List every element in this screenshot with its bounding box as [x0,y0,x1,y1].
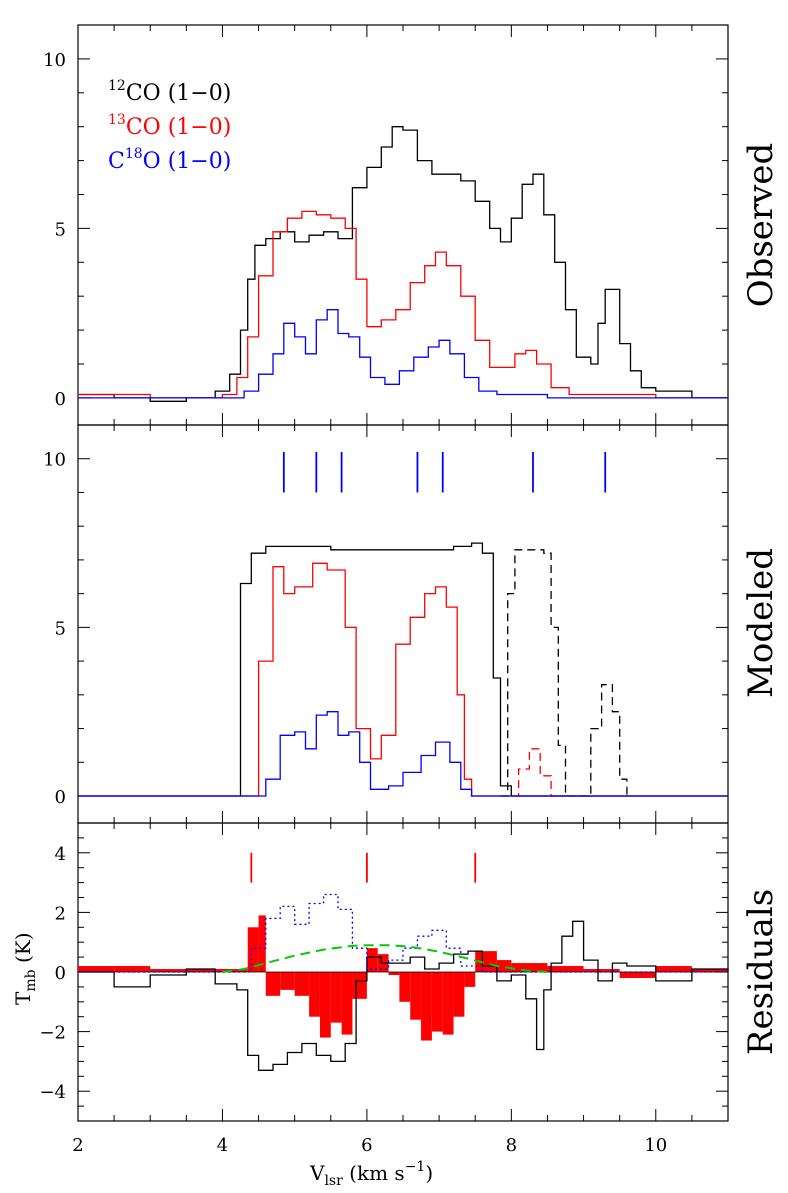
x-tick-label: 10 [644,1135,667,1156]
panels-layer: 0 5 10 0 5 10 −4 −2 0 2 4 2 4 6 8 10 [39,24,729,1156]
series-observed-0 [78,126,728,402]
residual-bar [410,972,422,1020]
residual-bar [399,972,411,1002]
series-observed-1 [78,210,728,399]
residual-bar [655,966,692,972]
residual-bar [186,969,223,972]
series-residuals-1 [78,893,728,973]
residual-bar [309,972,320,1017]
residual-bar [258,915,266,972]
residual-bar [583,969,620,972]
y-tick-label: 10 [43,50,66,71]
residual-bar [431,972,443,1032]
series-modeled-1 [500,549,628,797]
residual-bar [511,963,548,972]
series-modeled-3 [500,748,566,797]
legend-13co: 13CO (1−0) [108,112,231,140]
side-label-observed: Observed [741,143,781,308]
residual-bar [265,972,281,996]
residual-bar [496,960,512,972]
panel-frame-modeled [77,424,729,824]
x-tick-label: 8 [506,1135,517,1156]
residual-bar [464,972,476,987]
panel-modeled: 0 5 10 [43,424,729,824]
x-tick-label: 2 [72,1135,83,1156]
y-axis-label: Tmb (K) [11,933,39,1006]
series-modeled-0 [78,542,728,797]
side-label-modeled: Modeled [741,548,781,698]
residual-bar [247,927,259,972]
x-tick-label: 4 [217,1135,228,1156]
residual-bar [619,972,656,978]
side-label-residuals: Residuals [741,889,781,1055]
series-residuals-0 [78,920,729,1071]
legend-c18o: C18O (1−0) [108,146,231,174]
y-tick-label: 0 [55,963,66,984]
x-tick-label: 6 [361,1135,372,1156]
series-modeled-4 [78,711,728,797]
series-residuals-2 [222,944,548,973]
residual-bar [453,972,465,1017]
residual-bar [366,948,378,972]
x-axis-label: Vlsr (km s−1) [309,1159,433,1189]
legend-12co: 12CO (1−0) [108,78,231,106]
residual-bar [352,972,367,999]
y-tick-label: 0 [55,787,66,808]
series-observed-2 [78,309,728,399]
residual-bar [150,969,187,972]
residual-bar [78,966,115,972]
residual-bar [330,972,342,1023]
residual-bar [319,972,331,1038]
residual-bar [280,972,295,990]
y-tick-label: −2 [39,1023,66,1044]
residual-bar [442,972,454,1035]
y-tick-label: 2 [55,903,66,924]
y-tick-label: 5 [55,618,66,639]
y-tick-label: −4 [39,1082,66,1103]
residual-bar [341,972,353,1035]
y-tick-label: 4 [55,844,66,865]
residual-bar [388,972,400,975]
series-modeled-2 [78,562,728,797]
y-tick-label: 5 [55,219,66,240]
residual-bar [475,951,497,972]
y-tick-label: 10 [43,450,66,471]
residual-bar [294,972,310,996]
panel-residuals: −4 −2 0 2 4 [39,822,729,1122]
residual-bar [114,966,151,972]
residual-bar [547,966,584,972]
residual-bar [421,972,432,1041]
residual-bar [222,969,248,972]
legend: 12CO (1−0) 13CO (1−0) C18O (1−0) [108,78,231,174]
y-tick-label: 0 [55,389,66,410]
residual-bar [691,969,728,972]
